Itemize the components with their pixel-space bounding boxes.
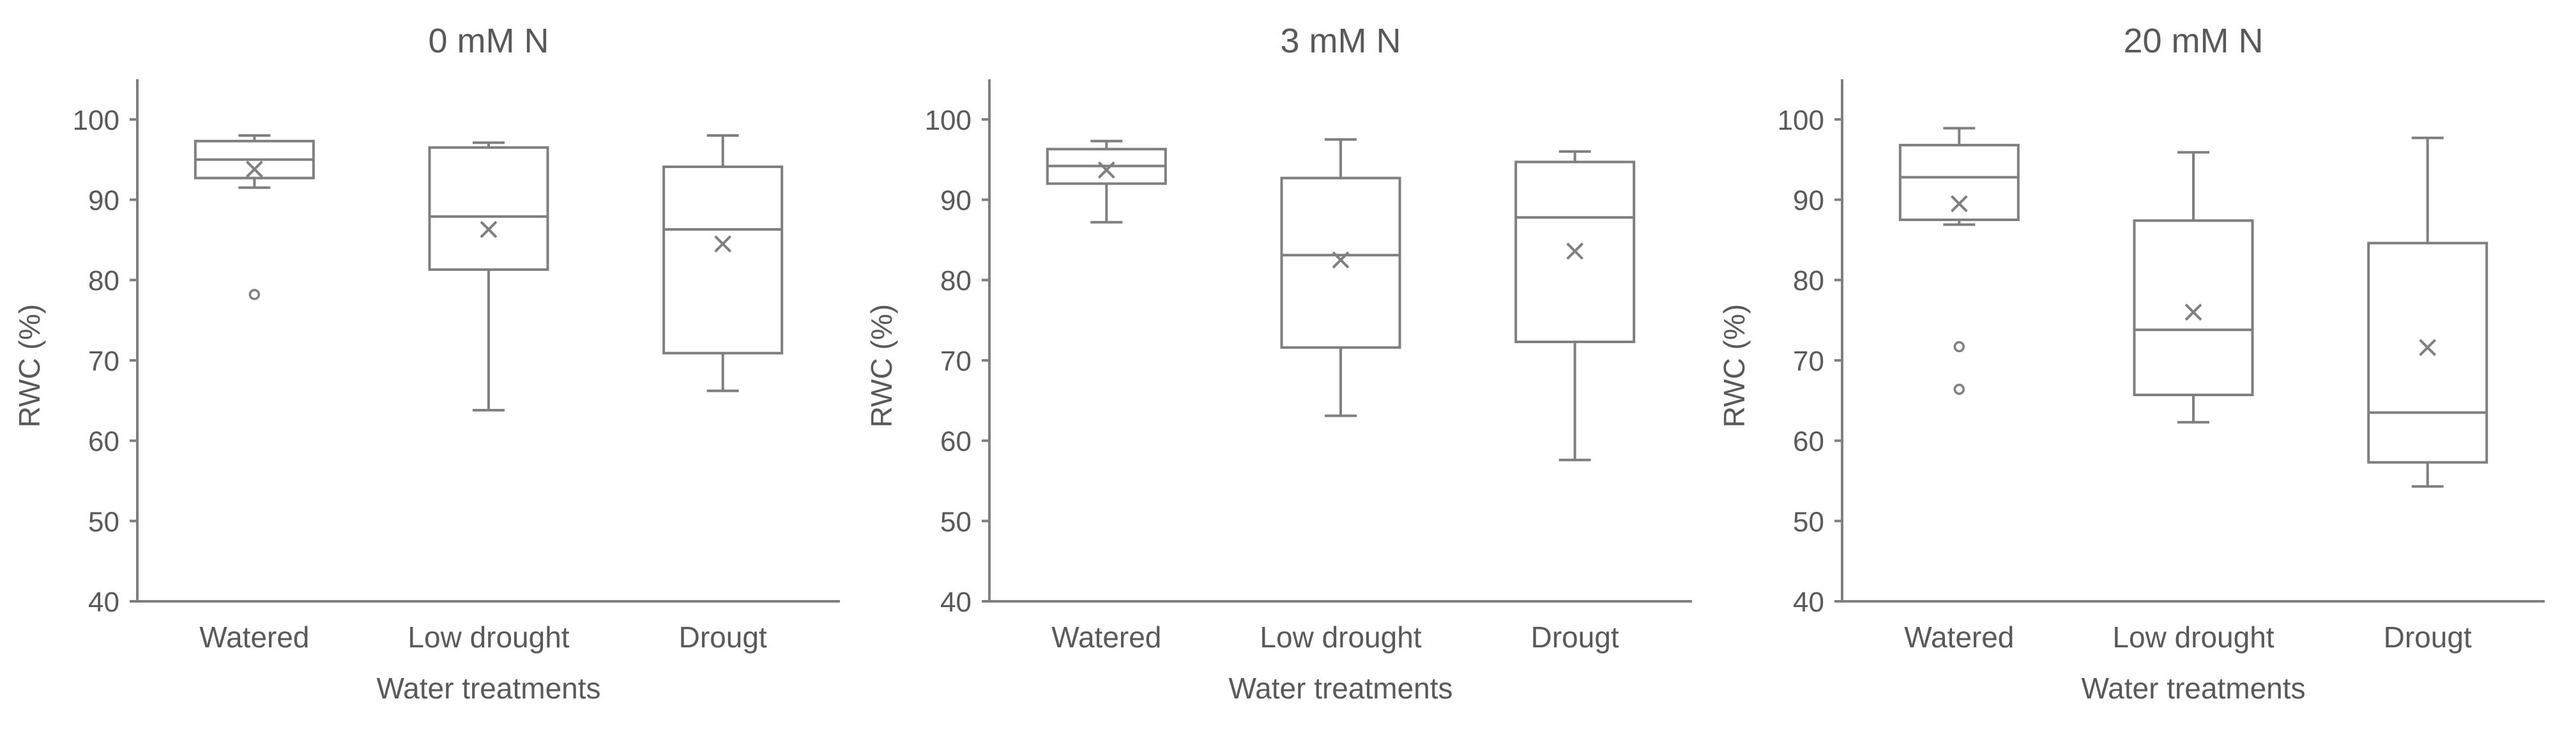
interquartile-box — [662, 166, 784, 355]
y-tick-label: 50 — [1793, 506, 1824, 537]
y-tick-label: 40 — [88, 587, 119, 618]
y-axis-label: RWC (%) — [13, 304, 46, 428]
mean-marker — [2419, 339, 2437, 357]
mean-marker-stroke — [2419, 339, 2437, 357]
mean-marker-stroke — [1097, 161, 1115, 179]
box-3: Drougt — [1514, 150, 1636, 654]
mean-marker — [1566, 242, 1584, 260]
mean-marker — [714, 235, 732, 253]
y-tick-label: 40 — [940, 587, 972, 618]
chart-panel-2: 3 mM N 40 50 60 70 80 90 100 RWC (%) Water treatm… — [865, 22, 1692, 705]
box-3: Drougt — [662, 134, 784, 654]
mean-marker-stroke — [2184, 304, 2202, 321]
chart-title: 3 mM N — [1281, 22, 1401, 60]
outlier-point — [1953, 341, 1965, 353]
x-tick-label: Low drought — [408, 621, 569, 654]
x-tick-label: Watered — [1051, 621, 1161, 654]
mean-marker — [1950, 195, 1968, 213]
y-tick-label: 70 — [88, 346, 119, 377]
outlier-point — [248, 289, 261, 300]
interquartile-box — [2367, 242, 2488, 464]
y-tick-label: 70 — [940, 346, 972, 377]
box-1: Watered — [194, 134, 315, 654]
x-tick-label: Drougt — [679, 621, 767, 654]
mean-marker — [480, 220, 498, 238]
y-tick-label: 50 — [88, 506, 119, 537]
mean-marker — [2184, 304, 2202, 321]
y-tick-label: 90 — [88, 185, 119, 217]
mean-marker-stroke — [480, 220, 498, 238]
interquartile-box — [428, 146, 549, 271]
mean-marker — [245, 160, 263, 178]
x-tick-label: Low drought — [1260, 621, 1421, 654]
box-1: Watered — [1046, 139, 1167, 654]
y-tick-label: 70 — [1793, 346, 1824, 377]
y-tick-label: 100 — [73, 105, 119, 136]
x-tick-label: Watered — [199, 621, 309, 654]
box-2: Low drought — [408, 141, 570, 654]
interquartile-box — [1280, 176, 1401, 349]
y-tick-label: 60 — [1793, 426, 1824, 458]
y-tick-label: 80 — [1793, 265, 1824, 297]
mean-marker-stroke — [714, 235, 732, 253]
y-tick-label: 100 — [1778, 105, 1824, 136]
chart-title: 20 mM N — [2123, 22, 2263, 60]
x-tick-label: Watered — [1904, 621, 2014, 654]
box-3: Drougt — [2367, 136, 2488, 654]
y-tick-label: 80 — [88, 265, 119, 297]
x-tick-label: Low drought — [2112, 621, 2274, 654]
interquartile-box — [2133, 219, 2254, 396]
mean-marker-stroke — [1950, 195, 1968, 213]
chart-title: 0 mM N — [429, 22, 549, 60]
y-tick-label: 80 — [940, 265, 972, 297]
y-tick-label: 90 — [940, 185, 972, 217]
outlier-point — [1953, 383, 1965, 395]
y-tick-label: 100 — [925, 105, 972, 136]
x-axis-label: Water treatments — [1228, 672, 1452, 705]
mean-marker — [1332, 251, 1350, 269]
mean-marker-stroke — [245, 160, 263, 178]
y-tick-label: 90 — [1793, 185, 1824, 217]
mean-marker — [1097, 161, 1115, 179]
mean-marker-stroke — [1566, 242, 1584, 260]
y-tick-label: 60 — [88, 426, 119, 458]
chart-panel-1: 0 mM N 40 50 60 70 80 90 100 RWC (%) Water treatm… — [13, 22, 840, 705]
y-axis-label: RWC (%) — [1718, 304, 1751, 428]
box-2: Low drought — [1260, 138, 1422, 654]
y-tick-label: 40 — [1793, 587, 1824, 618]
x-axis-label: Water treatments — [376, 672, 600, 705]
mean-marker-stroke — [1332, 251, 1350, 269]
box-1: Watered — [1898, 127, 2020, 654]
y-tick-label: 60 — [940, 426, 972, 458]
y-tick-label: 50 — [940, 506, 972, 537]
x-tick-label: Drougt — [2384, 621, 2472, 654]
interquartile-box — [1898, 144, 2020, 221]
x-tick-label: Drougt — [1531, 621, 1619, 654]
x-axis-label: Water treatments — [2081, 672, 2305, 705]
chart-panel-3: 20 mM N 40 50 60 70 80 90 100 RWC (%) Water treat… — [1718, 22, 2545, 705]
box-2: Low drought — [2112, 151, 2275, 654]
y-axis-label: RWC (%) — [865, 304, 898, 428]
